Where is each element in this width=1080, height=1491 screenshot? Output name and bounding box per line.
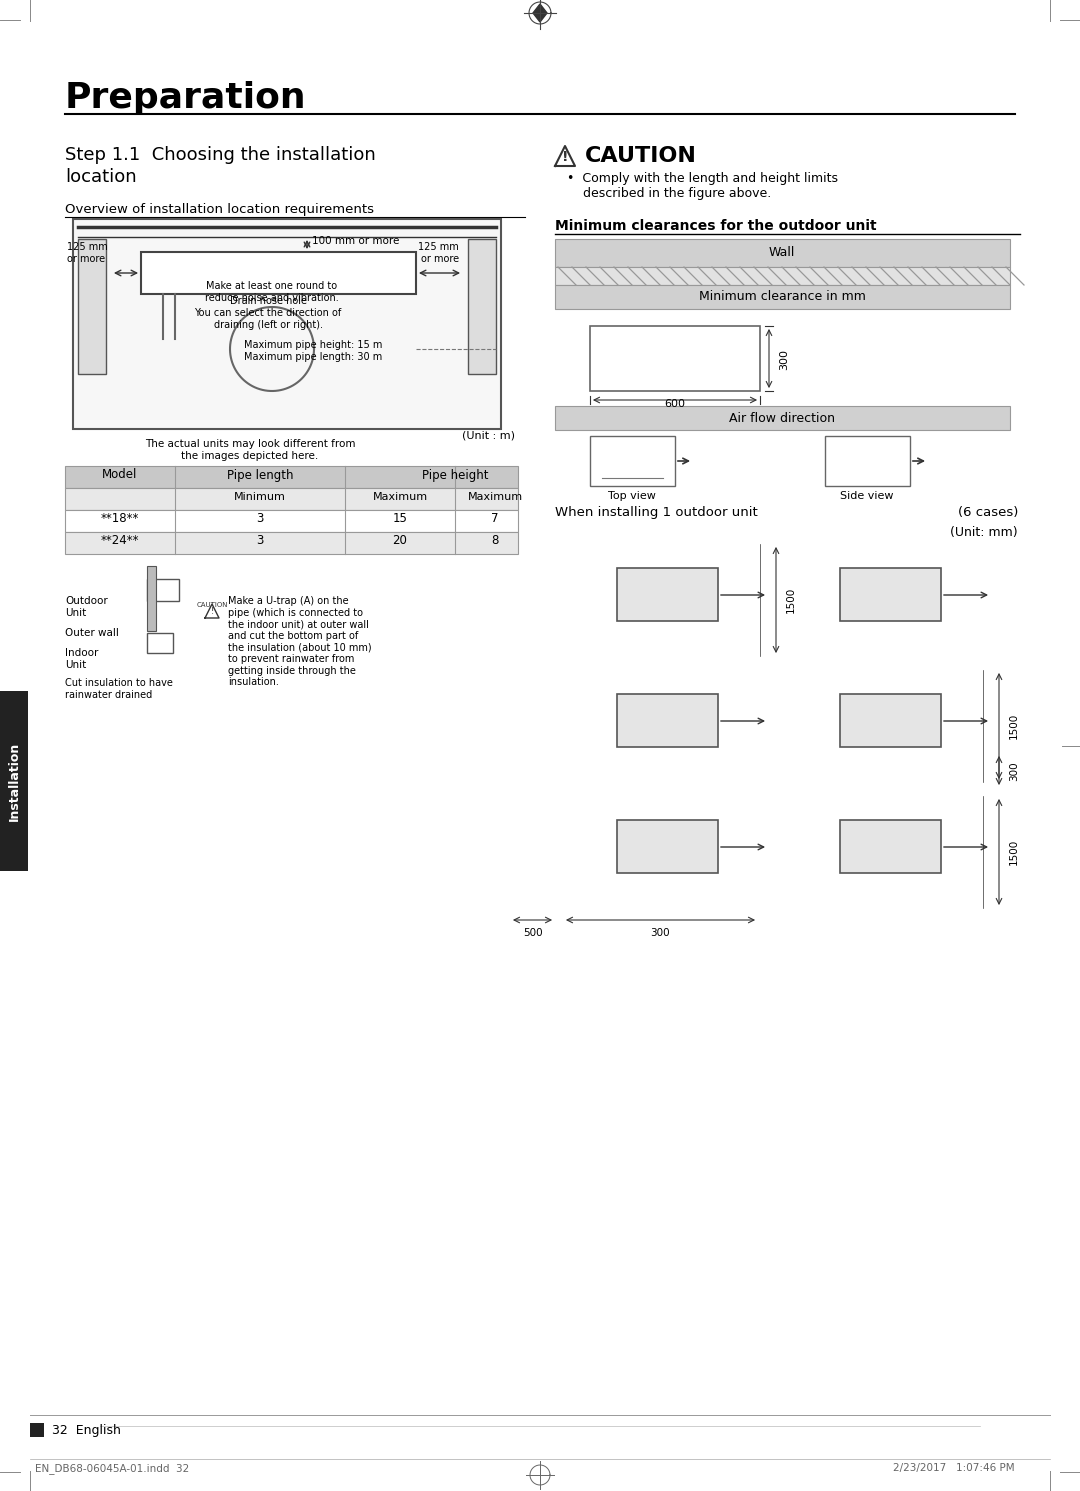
Text: EN_DB68-06045A-01.indd  32: EN_DB68-06045A-01.indd 32 xyxy=(35,1463,189,1475)
Text: 3: 3 xyxy=(256,513,264,525)
Circle shape xyxy=(622,734,632,744)
Text: Pipe height: Pipe height xyxy=(422,468,488,482)
Text: Make a U-trap (A) on the
pipe (which is connected to
the indoor unit) at outer w: Make a U-trap (A) on the pipe (which is … xyxy=(228,596,372,687)
Text: (6 cases): (6 cases) xyxy=(958,505,1018,519)
Bar xyxy=(468,239,496,374)
Text: Model: Model xyxy=(103,468,137,482)
Text: 32  English: 32 English xyxy=(52,1424,121,1437)
Circle shape xyxy=(845,860,855,871)
Text: 100 mm or more: 100 mm or more xyxy=(312,236,400,246)
Text: Wall: Wall xyxy=(769,246,795,259)
Bar xyxy=(555,285,1010,309)
Circle shape xyxy=(845,734,855,744)
Bar xyxy=(840,820,941,874)
Text: Side view: Side view xyxy=(840,491,894,501)
Text: 125 mm
or more: 125 mm or more xyxy=(67,242,108,264)
Text: Indoor
Unit: Indoor Unit xyxy=(65,649,98,669)
Bar xyxy=(617,820,718,874)
Bar xyxy=(0,690,28,871)
Polygon shape xyxy=(205,604,219,617)
Bar xyxy=(617,568,718,620)
Text: The actual units may look different from
the images depicted here.: The actual units may look different from… xyxy=(145,438,355,461)
Text: 1500: 1500 xyxy=(786,587,796,613)
Text: 300: 300 xyxy=(1009,762,1020,781)
Text: 8: 8 xyxy=(491,534,499,547)
Bar xyxy=(555,239,1010,267)
Text: **24**: **24** xyxy=(100,534,139,547)
Bar xyxy=(825,435,910,486)
Text: Step 1.1  Choosing the installation: Step 1.1 Choosing the installation xyxy=(65,146,376,164)
Text: Top view: Top view xyxy=(608,491,656,501)
Text: (Unit : m): (Unit : m) xyxy=(462,431,515,441)
Text: location: location xyxy=(65,168,137,186)
Text: **18**: **18** xyxy=(100,513,139,525)
Bar xyxy=(840,568,941,620)
Text: CAUTION: CAUTION xyxy=(197,602,228,608)
Text: Outer wall: Outer wall xyxy=(65,628,119,638)
Text: 125 mm
or more: 125 mm or more xyxy=(418,242,459,264)
Text: You can select the direction of
draining (left or right).: You can select the direction of draining… xyxy=(194,309,341,330)
Text: 600: 600 xyxy=(664,400,686,409)
Text: •  Comply with the length and height limits
    described in the figure above.: • Comply with the length and height limi… xyxy=(567,171,838,200)
Bar xyxy=(65,532,518,555)
Text: 1500: 1500 xyxy=(1009,713,1020,740)
Polygon shape xyxy=(555,146,575,166)
Text: 20: 20 xyxy=(392,534,407,547)
Bar xyxy=(65,467,518,488)
Bar xyxy=(840,693,941,747)
Text: Minimum clearances for the outdoor unit: Minimum clearances for the outdoor unit xyxy=(555,219,877,233)
Circle shape xyxy=(845,608,855,617)
Bar xyxy=(141,252,416,294)
Text: 300: 300 xyxy=(650,927,670,938)
Bar xyxy=(555,406,1010,429)
Text: Maximum: Maximum xyxy=(373,492,428,502)
Bar xyxy=(147,567,156,631)
Bar xyxy=(617,693,718,747)
Text: CAUTION: CAUTION xyxy=(585,146,697,166)
Bar xyxy=(65,488,518,510)
Text: 3: 3 xyxy=(256,534,264,547)
Text: 15: 15 xyxy=(392,513,407,525)
Bar xyxy=(65,510,518,532)
Text: Overview of installation location requirements: Overview of installation location requir… xyxy=(65,203,374,216)
Text: Minimum clearance in mm: Minimum clearance in mm xyxy=(699,291,865,304)
Circle shape xyxy=(622,608,632,617)
Text: Installation: Installation xyxy=(8,741,21,820)
Text: 1500: 1500 xyxy=(1009,839,1020,865)
Text: Outdoor
Unit: Outdoor Unit xyxy=(65,596,108,617)
Text: !: ! xyxy=(562,151,568,164)
Text: (Unit: mm): (Unit: mm) xyxy=(950,526,1018,540)
Text: 500: 500 xyxy=(523,927,543,938)
Text: Maximum pipe height: 15 m
Maximum pipe length: 30 m: Maximum pipe height: 15 m Maximum pipe l… xyxy=(244,340,382,362)
Bar xyxy=(590,327,760,391)
Polygon shape xyxy=(534,4,546,22)
Text: Minimum: Minimum xyxy=(234,492,286,502)
Text: Pipe length: Pipe length xyxy=(227,468,294,482)
Bar xyxy=(590,435,675,486)
Text: 7: 7 xyxy=(491,513,499,525)
Bar xyxy=(30,1422,44,1437)
Text: Make at least one round to
reduce noise and vibration.: Make at least one round to reduce noise … xyxy=(205,280,339,303)
Text: Cut insulation to have
rainwater drained: Cut insulation to have rainwater drained xyxy=(65,678,173,699)
Text: Drain hose hole: Drain hose hole xyxy=(229,297,307,306)
Bar xyxy=(73,219,501,429)
Text: !: ! xyxy=(211,607,214,616)
Bar xyxy=(147,579,179,601)
Text: Preparation: Preparation xyxy=(65,81,307,115)
Text: When installing 1 outdoor unit: When installing 1 outdoor unit xyxy=(555,505,758,519)
Circle shape xyxy=(622,860,632,871)
Text: Maximum: Maximum xyxy=(468,492,523,502)
Bar xyxy=(78,239,106,374)
Text: 300: 300 xyxy=(779,349,789,370)
Text: 2/23/2017   1:07:46 PM: 2/23/2017 1:07:46 PM xyxy=(893,1463,1015,1473)
Text: Air flow direction: Air flow direction xyxy=(729,412,835,425)
Bar xyxy=(147,634,173,653)
Bar xyxy=(555,267,1010,285)
